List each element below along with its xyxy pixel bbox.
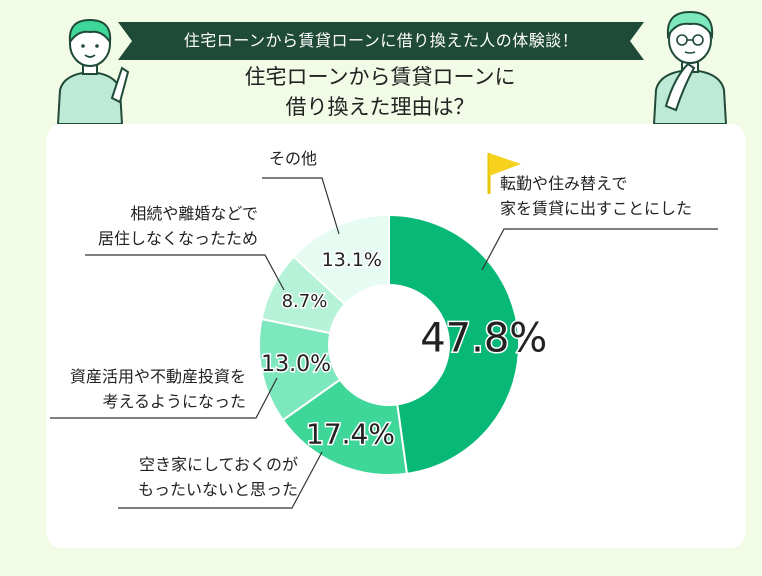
category-label-3-line-1: 資産活用や不動産投資を — [70, 367, 246, 386]
value-label-1: 47.8% — [420, 315, 547, 361]
category-label-1-line-1: 転勤や住み替えで — [500, 174, 628, 193]
category-label-2-line-1: 空き家にしておくのが — [139, 455, 298, 474]
category-label-2-line-2: もったいないと思った — [138, 480, 298, 499]
callout-line-5 — [262, 177, 340, 235]
value-label-5: 13.1% — [322, 249, 382, 271]
callout-line-1 — [481, 228, 718, 271]
woman-illustration-icon — [56, 18, 130, 124]
donut-slices — [258, 213, 520, 476]
value-labels: 47.8% 17.4% 13.0% 8.7% 13.1% — [260, 247, 549, 452]
header-banner: 住宅ローンから賃貸ローンに借り換えた人の体験談！ — [118, 22, 644, 60]
callout-line-2 — [118, 451, 323, 509]
category-label-4-line-2: 居住しなくなったため — [98, 229, 258, 248]
category-label-3-line-2: 考えるようになった — [102, 392, 246, 411]
callout-line-4 — [85, 254, 285, 291]
man-thinking-illustration-icon — [652, 10, 728, 124]
callout-line-3 — [50, 377, 278, 419]
banner-text: 住宅ローンから賃貸ローンに借り換えた人の体験談！ — [183, 31, 579, 50]
category-label-1-line-2: 家を賃貸に出すことにした — [500, 199, 692, 218]
callout-labels: 転勤や住み替えで家を賃貸に出すことにした空き家にしておくのがもったいないと思った… — [50, 149, 718, 509]
value-label-3: 13.0% — [261, 352, 331, 377]
value-label-4: 8.7% — [282, 291, 328, 312]
donut-slice-5 — [292, 213, 390, 306]
value-label-2: 17.4% — [306, 418, 395, 451]
donut-slice-1 — [388, 213, 520, 475]
flag-icon — [487, 153, 521, 194]
banner-ribbon-shape — [118, 22, 644, 60]
chart-title-line-2: 借り換えた理由は？ — [285, 95, 475, 119]
category-label-5-line-1: その他 — [269, 149, 317, 168]
chart-panel — [46, 124, 746, 548]
category-label-4-line-1: 相続や離婚などで — [130, 204, 258, 223]
chart-title-line-1: 住宅ローンから賃貸ローンに — [244, 65, 516, 89]
chart-title: 住宅ローンから賃貸ローンに 借り換えた理由は？ — [160, 62, 600, 122]
